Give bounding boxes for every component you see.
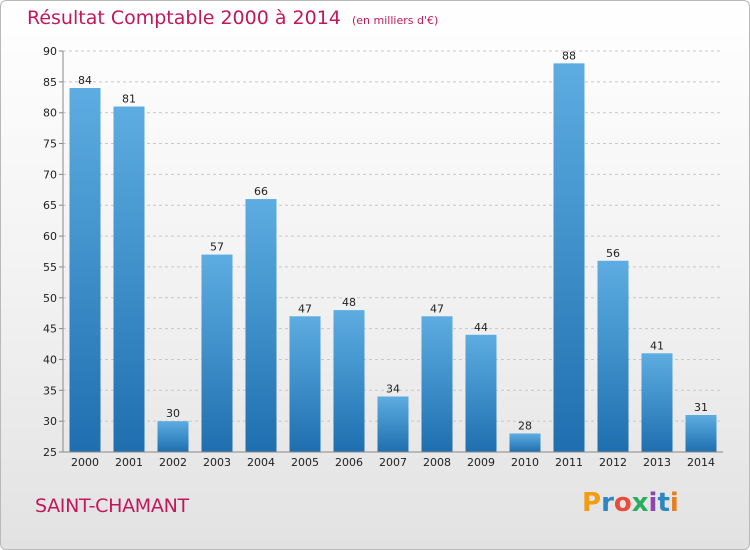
y-tick-label: 25 bbox=[43, 446, 57, 459]
bar bbox=[553, 63, 585, 452]
bar bbox=[289, 316, 321, 452]
x-tick-label: 2011 bbox=[555, 456, 583, 469]
bar bbox=[245, 199, 277, 452]
y-tick-label: 85 bbox=[43, 76, 57, 89]
grid-lines bbox=[63, 50, 723, 422]
bar bbox=[509, 433, 541, 452]
bar-value-label: 56 bbox=[606, 247, 620, 260]
x-tick-label: 2014 bbox=[687, 456, 715, 469]
bars bbox=[69, 63, 717, 453]
commune-name: SAINT-CHAMANT bbox=[35, 495, 189, 517]
chart-subtitle: (en milliers d'€) bbox=[351, 14, 439, 27]
bar-value-label: 30 bbox=[166, 407, 180, 420]
bar bbox=[421, 316, 453, 452]
bar bbox=[597, 260, 629, 452]
x-tick-label: 2004 bbox=[247, 456, 275, 469]
bar bbox=[685, 414, 717, 452]
logo-letter: i bbox=[669, 488, 679, 518]
y-tick-label: 80 bbox=[43, 107, 57, 120]
bar-value-label: 31 bbox=[694, 401, 708, 414]
bar bbox=[333, 310, 365, 452]
chart-title: Résultat Comptable 2000 à 2014 (en milli… bbox=[27, 7, 438, 29]
x-tick-label: 2003 bbox=[203, 456, 231, 469]
logo-letter: o bbox=[613, 488, 632, 518]
y-tick-label: 35 bbox=[43, 384, 57, 397]
logo-letter: i bbox=[648, 488, 658, 518]
y-tick-label: 30 bbox=[43, 415, 57, 428]
x-tick-label: 2008 bbox=[423, 456, 451, 469]
logo-letter: P bbox=[582, 488, 602, 518]
logo-letter: t bbox=[657, 488, 670, 518]
x-tick-label: 2001 bbox=[115, 456, 143, 469]
y-tick-label: 75 bbox=[43, 138, 57, 151]
x-tick-label: 2013 bbox=[643, 456, 671, 469]
bar bbox=[377, 396, 409, 452]
y-tick-label: 60 bbox=[43, 230, 57, 243]
bar bbox=[113, 106, 145, 453]
x-tick-label: 2012 bbox=[599, 456, 627, 469]
bar-value-label: 48 bbox=[342, 296, 356, 309]
bar bbox=[641, 353, 673, 452]
y-tick-label: 50 bbox=[43, 292, 57, 305]
bar-value-label: 88 bbox=[562, 49, 576, 62]
y-tick-label: 55 bbox=[43, 261, 57, 274]
bar-value-label: 41 bbox=[650, 339, 664, 352]
bar-value-label: 34 bbox=[386, 382, 400, 395]
y-tick-label: 70 bbox=[43, 168, 57, 181]
x-tick-label: 2007 bbox=[379, 456, 407, 469]
x-tick-label: 2002 bbox=[159, 456, 187, 469]
bar-value-label: 57 bbox=[210, 241, 224, 254]
y-tick-label: 65 bbox=[43, 199, 57, 212]
data-labels: 84 81 30 57 66 47 48 34 47 44 28 88 56 41 31 bbox=[78, 49, 708, 432]
x-tick-label: 2000 bbox=[71, 456, 99, 469]
bar-value-label: 81 bbox=[122, 93, 136, 106]
logo-letter: x bbox=[631, 488, 649, 518]
bar-value-label: 44 bbox=[474, 321, 488, 334]
bar bbox=[201, 254, 233, 452]
bar-value-label: 28 bbox=[518, 419, 532, 432]
y-tick-label: 45 bbox=[43, 323, 57, 336]
bar-value-label: 66 bbox=[254, 185, 268, 198]
x-tick-label: 2006 bbox=[335, 456, 363, 469]
chart-title-main: Résultat Comptable 2000 à 2014 bbox=[27, 7, 341, 29]
x-tick-label: 2010 bbox=[511, 456, 539, 469]
bar bbox=[69, 88, 101, 452]
proxiti-logo: Proxiti bbox=[582, 488, 679, 518]
bar-value-label: 84 bbox=[78, 74, 92, 87]
bar-value-label: 47 bbox=[298, 302, 312, 315]
logo-letter: r bbox=[601, 488, 614, 518]
bar bbox=[157, 421, 189, 452]
x-axis-ticks: 2000 2001 2002 2003 2004 2005 2006 2007 2008 2009… bbox=[71, 456, 715, 469]
bar-value-label: 47 bbox=[430, 302, 444, 315]
axes bbox=[62, 51, 723, 453]
x-tick-label: 2005 bbox=[291, 456, 319, 469]
bar bbox=[465, 334, 497, 452]
y-tick-label: 40 bbox=[43, 353, 57, 366]
x-tick-label: 2009 bbox=[467, 456, 495, 469]
y-tick-label: 90 bbox=[43, 45, 57, 58]
y-axis-ticks: 25 30 35 40 45 50 55 60 65 70 75 80 85 90 bbox=[43, 45, 63, 459]
